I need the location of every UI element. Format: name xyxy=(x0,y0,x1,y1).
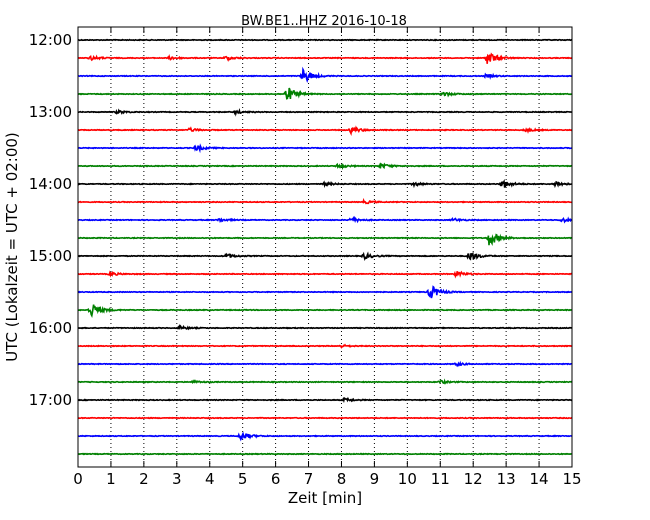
y-tick-label: 13:00 xyxy=(29,103,72,121)
trace-line xyxy=(77,452,572,456)
x-tick-label: 5 xyxy=(238,470,248,488)
trace-line xyxy=(77,87,572,100)
axis-ticks xyxy=(77,27,573,467)
x-tick-label: 12 xyxy=(464,470,483,488)
x-tick-label: 9 xyxy=(370,470,380,488)
trace-line xyxy=(77,179,572,189)
x-tick-label: 13 xyxy=(497,470,516,488)
trace-line xyxy=(77,304,572,319)
y-tick-label: 16:00 xyxy=(29,319,72,337)
y-tick-labels: 12:00 13:00 14:00 15:00 16:00 17:00 xyxy=(29,31,72,409)
trace-line xyxy=(77,416,573,420)
y-axis-label: UTC (Lokalzeit = UTC + 02:00) xyxy=(3,132,21,362)
y-tick-label: 17:00 xyxy=(29,391,72,409)
trace-line xyxy=(77,162,572,171)
x-tick-label: 0 xyxy=(73,470,83,488)
trace-line xyxy=(77,378,573,385)
x-tick-label: 4 xyxy=(205,470,215,488)
trace-line xyxy=(77,108,573,117)
x-tick-label: 14 xyxy=(530,470,549,488)
trace-line xyxy=(77,251,573,261)
trace-line xyxy=(77,396,573,404)
chart-title: BW.BE1..HHZ 2016-10-18 xyxy=(241,14,407,29)
trace-line xyxy=(77,343,573,349)
trace-line xyxy=(77,66,573,83)
trace-line xyxy=(77,125,573,137)
x-tick-labels: 0 1 2 3 4 5 6 7 8 9 10 11 12 13 14 15 xyxy=(73,470,581,488)
x-tick-label: 6 xyxy=(271,470,281,488)
x-tick-label: 3 xyxy=(172,470,182,488)
trace-line xyxy=(77,143,572,154)
trace-line xyxy=(77,431,573,442)
x-tick-label: 1 xyxy=(106,470,116,488)
trace-line xyxy=(77,197,572,205)
trace-line xyxy=(77,360,572,368)
x-tick-label: 15 xyxy=(562,470,581,488)
y-tick-label: 12:00 xyxy=(29,31,72,49)
trace-line xyxy=(78,233,572,247)
trace-lines xyxy=(77,38,573,456)
plot-frame xyxy=(77,26,573,468)
x-tick-label: 2 xyxy=(139,470,149,488)
x-tick-label: 7 xyxy=(304,470,314,488)
y-tick-label: 14:00 xyxy=(29,175,72,193)
x-axis-label: Zeit [min] xyxy=(288,489,362,507)
trace-line xyxy=(77,270,573,279)
x-gridlines xyxy=(110,27,540,467)
trace-line xyxy=(77,38,573,42)
x-tick-label: 8 xyxy=(337,470,347,488)
x-tick-label: 11 xyxy=(431,470,450,488)
trace-line xyxy=(77,285,573,299)
x-tick-label: 10 xyxy=(398,470,417,488)
trace-line xyxy=(77,323,573,331)
y-tick-label: 15:00 xyxy=(29,247,72,265)
trace-line xyxy=(77,52,573,64)
trace-line xyxy=(77,215,573,224)
